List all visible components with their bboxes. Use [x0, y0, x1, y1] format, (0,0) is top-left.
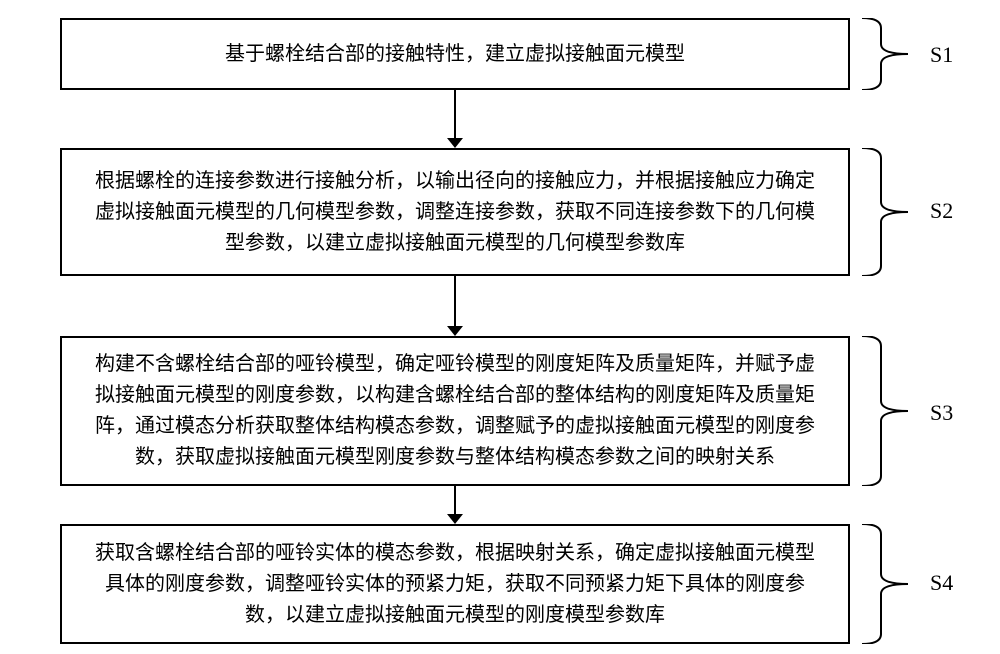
- step-label-s2: S2: [930, 198, 953, 224]
- flow-step-text: 根据螺栓的连接参数进行接触分析，以输出径向的接触应力，并根据接触应力确定虚拟接触…: [86, 166, 824, 259]
- brace-s2: [860, 148, 910, 276]
- step-label-s1: S1: [930, 42, 953, 68]
- flow-arrow-2: [443, 276, 467, 336]
- flow-step-s2: 根据螺栓的连接参数进行接触分析，以输出径向的接触应力，并根据接触应力确定虚拟接触…: [60, 148, 850, 276]
- flow-step-text: 构建不含螺栓结合部的哑铃模型，确定哑铃模型的刚度矩阵及质量矩阵，并赋予虚拟接触面…: [86, 349, 824, 473]
- flow-arrow-1: [443, 90, 467, 148]
- flow-step-s1: 基于螺栓结合部的接触特性，建立虚拟接触面元模型: [60, 18, 850, 90]
- step-label-s3: S3: [930, 400, 953, 426]
- flow-step-text: 获取含螺栓结合部的哑铃实体的模态参数，根据映射关系，确定虚拟接触面元模型具体的刚…: [86, 538, 824, 631]
- flow-step-text: 基于螺栓结合部的接触特性，建立虚拟接触面元模型: [225, 39, 685, 70]
- brace-s4: [860, 524, 910, 644]
- step-label-s4: S4: [930, 570, 953, 596]
- flow-step-s4: 获取含螺栓结合部的哑铃实体的模态参数，根据映射关系，确定虚拟接触面元模型具体的刚…: [60, 524, 850, 644]
- brace-s3: [860, 336, 910, 486]
- flow-step-s3: 构建不含螺栓结合部的哑铃模型，确定哑铃模型的刚度矩阵及质量矩阵，并赋予虚拟接触面…: [60, 336, 850, 486]
- flow-arrow-3: [443, 486, 467, 524]
- brace-s1: [860, 18, 910, 90]
